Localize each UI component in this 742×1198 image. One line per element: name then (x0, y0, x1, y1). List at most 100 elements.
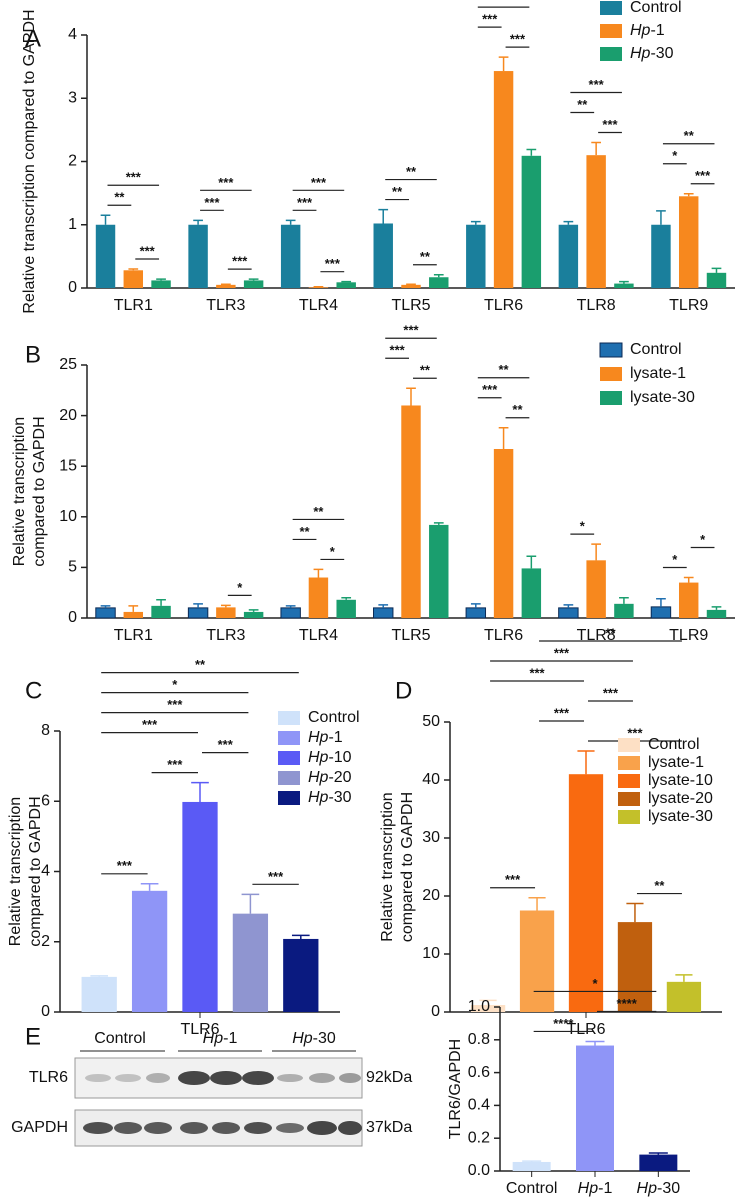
legend-label: Control (308, 709, 360, 726)
bar (558, 607, 579, 619)
significance-label: ** (406, 164, 417, 179)
x-tick-label: TLR5 (391, 627, 430, 644)
x-tick-label: TLR3 (206, 627, 245, 644)
group-label: Hp-1 (203, 1030, 238, 1047)
bar (123, 270, 144, 288)
significance-label: * (330, 544, 336, 559)
error-bar (341, 597, 352, 600)
error-bar (675, 974, 693, 982)
legend-label: Control (648, 736, 700, 753)
legend-label: lysate-30 (648, 808, 713, 825)
bar (678, 582, 699, 618)
significance-label: *** (496, 0, 512, 7)
western-blot: E Control Hp-1 Hp-30 TLR6 GAPDH 92kDa 37… (11, 1023, 412, 1147)
error-bar (248, 609, 259, 612)
legend-swatch (618, 774, 640, 788)
bar (493, 71, 514, 289)
bar (617, 922, 653, 1012)
significance-label: *** (311, 175, 327, 190)
bar (678, 196, 699, 288)
error-bar (656, 598, 666, 607)
legend-swatch (618, 792, 640, 806)
legend-swatch (600, 47, 622, 61)
group-label: Control (94, 1030, 146, 1047)
bar (429, 277, 449, 288)
significance-label: *** (554, 705, 570, 720)
y-tick-label: 0 (41, 1003, 50, 1020)
legend-label: Hp-20 (308, 769, 352, 786)
error-bar (341, 280, 352, 283)
error-bar (526, 148, 537, 156)
significance-label: *** (204, 195, 220, 210)
x-tick-label: TLR8 (577, 627, 616, 644)
group-label: Hp-30 (292, 1030, 336, 1047)
bar (493, 448, 514, 618)
significance-label: *** (325, 256, 341, 271)
error-bar (711, 267, 722, 273)
bar (373, 607, 394, 619)
y-tick-label: 10 (59, 508, 77, 525)
panel-label: D (395, 677, 412, 704)
y-axis-label: compared to GAPDH (31, 416, 48, 566)
significance-label: *** (268, 869, 284, 884)
y-tick-label: 30 (422, 829, 440, 846)
error-bar (193, 603, 203, 608)
bar (151, 605, 171, 618)
bar (95, 607, 116, 619)
bar (666, 981, 702, 1012)
significance-label: ** (684, 128, 695, 143)
y-tick-label: 1.0 (468, 998, 490, 1015)
error-bar (591, 141, 602, 156)
error-bar (619, 597, 629, 604)
x-tick-label: TLR3 (206, 297, 245, 314)
x-tick-label: Hp-30 (637, 1180, 681, 1197)
legend-label: Hp-30 (630, 45, 674, 62)
error-bar (479, 999, 497, 1006)
significance-label: ** (654, 878, 665, 893)
significance-label: *** (482, 382, 498, 397)
chart: D Relative transcription compared to GAPDH… (379, 625, 722, 1038)
bar (614, 603, 634, 618)
bar (216, 284, 236, 288)
legend-swatch (278, 711, 300, 725)
error-bar (241, 893, 260, 914)
significance-label: *** (602, 117, 618, 132)
error-bar (128, 268, 139, 271)
error-bar (528, 896, 546, 911)
significance-label: *** (140, 243, 156, 258)
bar (651, 224, 671, 288)
significance-label: *** (627, 725, 643, 740)
significance-label: ** (420, 249, 431, 264)
error-bar (433, 273, 444, 278)
significance-label: * (700, 532, 706, 547)
bar (336, 599, 356, 618)
y-tick-label: 4 (68, 26, 77, 43)
bar (586, 155, 606, 288)
y-tick-label: 4 (41, 863, 50, 880)
bar (429, 524, 449, 618)
error-bar (291, 934, 310, 939)
bar (216, 607, 236, 618)
error-bar (470, 603, 481, 608)
significance-label: ** (195, 657, 206, 672)
x-tick-label: TLR4 (299, 297, 338, 314)
error-bar (656, 210, 666, 225)
y-tick-label: 10 (422, 945, 440, 962)
significance-label: ** (299, 524, 310, 539)
error-bar (406, 283, 416, 285)
bar (280, 607, 301, 619)
significance-label: *** (482, 12, 498, 27)
size-label: 92kDa (366, 1069, 412, 1086)
bar (466, 224, 486, 288)
legend-swatch (599, 342, 623, 358)
error-bar (498, 56, 509, 72)
y-tick-label: 50 (422, 713, 440, 730)
legend-label: Hp-30 (308, 789, 352, 806)
error-bar (220, 604, 231, 608)
significance-label: *** (126, 170, 142, 185)
significance-label: ** (114, 190, 125, 205)
error-bar (313, 285, 324, 288)
y-tick-label: 0.0 (468, 1162, 490, 1179)
error-bar (470, 220, 481, 225)
bar (151, 280, 171, 288)
